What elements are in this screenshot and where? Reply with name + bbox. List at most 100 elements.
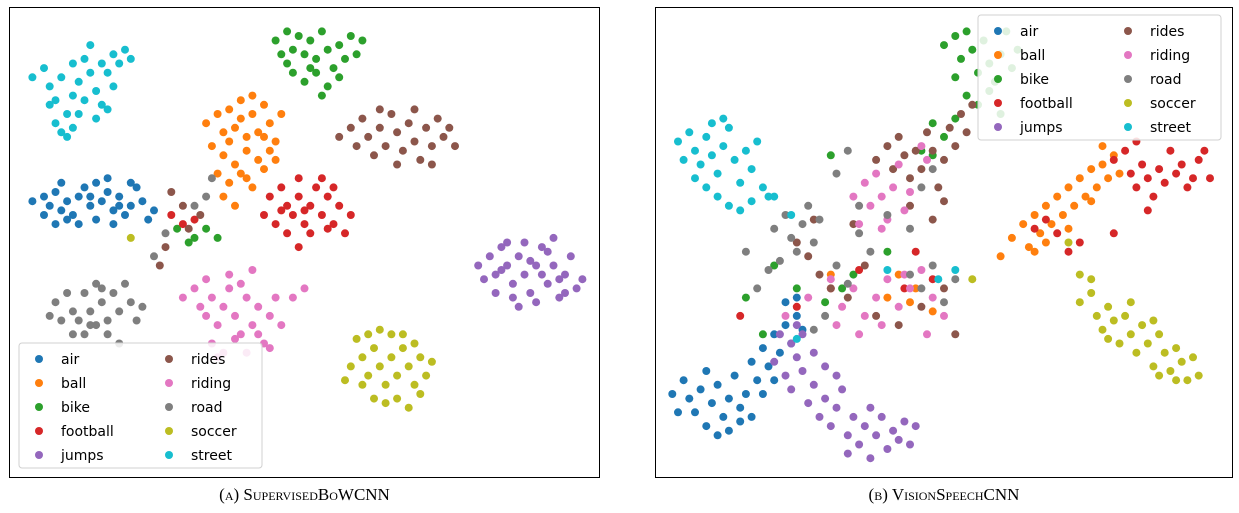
point-bike-14	[358, 36, 367, 45]
point-street-5	[707, 151, 716, 160]
point-riding-0	[849, 192, 858, 201]
point-ball-7	[1053, 192, 1062, 201]
point-football-21	[1030, 224, 1039, 233]
point-football-9	[323, 192, 332, 201]
point-street-23	[103, 105, 112, 114]
point-football-21	[277, 206, 286, 215]
legend-label-jumps: jumps	[1019, 120, 1063, 136]
point-football-0	[1109, 155, 1118, 164]
point-football-3	[1132, 183, 1141, 192]
point-road-24	[883, 211, 892, 219]
point-bike-2	[288, 45, 297, 54]
point-riding-7	[225, 284, 234, 293]
legend-label-riding: riding	[191, 376, 231, 392]
point-riding-8	[900, 206, 909, 215]
legend-marker-road	[165, 403, 173, 411]
point-ball-13	[207, 142, 216, 151]
point-ball-12	[1081, 192, 1090, 201]
point-road-6	[809, 238, 818, 247]
point-air-31	[792, 293, 801, 302]
point-road-17	[917, 284, 926, 293]
point-soccer-4	[1104, 302, 1113, 311]
point-football-3	[288, 211, 297, 219]
legend-box	[977, 14, 1222, 141]
point-football-7	[1155, 165, 1164, 174]
point-football-29	[792, 302, 801, 311]
point-rides-15	[962, 128, 971, 137]
point-riding-17	[860, 311, 869, 320]
point-street-20	[74, 110, 83, 118]
point-air-7	[74, 192, 83, 201]
point-riding-11	[923, 155, 931, 164]
point-road-23	[86, 321, 95, 330]
point-bike-24	[770, 261, 779, 270]
legend-marker-riding	[165, 379, 173, 387]
legend-marker-bike	[994, 75, 1002, 83]
point-football-20	[260, 211, 268, 219]
point-jumps-4	[798, 367, 807, 375]
point-rides-15	[427, 142, 436, 151]
point-air-29	[770, 376, 779, 385]
point-rides-13	[951, 142, 960, 151]
legend-marker-air	[35, 355, 43, 363]
point-soccer-13	[1155, 330, 1164, 339]
point-jumps-0	[474, 261, 483, 270]
point-air-5	[702, 367, 711, 375]
point-road-21	[917, 183, 926, 192]
point-football-2	[1126, 169, 1135, 178]
point-ball-20	[1041, 238, 1050, 247]
legend-marker-air	[994, 27, 1002, 35]
point-bike-0	[940, 41, 948, 50]
point-rides-3	[894, 132, 903, 141]
point-jumps-22	[480, 275, 488, 284]
legend-label-street: street	[191, 448, 232, 464]
point-ball-22	[1087, 197, 1096, 206]
point-jumps-17	[872, 431, 881, 440]
point-jumps-8	[526, 289, 535, 297]
legend-label-football: football	[61, 424, 114, 440]
point-rides-26	[184, 224, 193, 233]
point-soccer-3	[370, 344, 378, 353]
point-riding-2	[866, 201, 875, 210]
point-jumps-3	[497, 243, 506, 252]
point-soccer-2	[1092, 311, 1101, 320]
point-air-0	[668, 390, 677, 398]
point-bike-16	[300, 77, 309, 86]
point-ball-15	[1098, 160, 1107, 169]
point-soccer-5	[1109, 316, 1118, 325]
point-riding-14	[826, 275, 835, 284]
point-riding-11	[248, 321, 257, 330]
point-road-28	[843, 146, 852, 155]
point-bike-6	[312, 54, 321, 63]
point-riding-27	[877, 321, 886, 330]
point-bike-22	[317, 91, 326, 100]
point-rides-9	[928, 146, 937, 155]
point-soccer-3	[1098, 325, 1107, 334]
point-soccer-20	[1194, 371, 1203, 380]
point-rides-18	[928, 215, 937, 224]
point-riding-6	[219, 302, 228, 311]
point-street-15	[764, 192, 773, 201]
legend-label-bike: bike	[61, 400, 90, 416]
point-jumps-28	[549, 233, 558, 242]
point-bike-12	[346, 32, 355, 40]
point-road-26	[190, 201, 199, 210]
point-soccer-0	[1075, 298, 1084, 307]
point-jumps-1	[781, 371, 790, 380]
point-ball-21	[236, 169, 245, 178]
point-air-11	[736, 403, 745, 412]
point-road-18	[928, 261, 937, 270]
point-ball-19	[1030, 247, 1039, 256]
legend-marker-rides	[1124, 27, 1132, 35]
point-soccer-2	[364, 371, 373, 380]
point-ball-24	[894, 270, 903, 279]
point-street-6	[68, 91, 77, 100]
point-soccer-29	[968, 275, 977, 284]
legend-label-bike: bike	[1020, 72, 1049, 88]
point-football-23	[323, 224, 332, 233]
point-street-24	[707, 119, 716, 128]
point-air-16	[764, 362, 773, 371]
point-ball-6	[242, 132, 251, 141]
point-jumps-5	[508, 279, 517, 288]
point-rides-5	[370, 151, 378, 160]
